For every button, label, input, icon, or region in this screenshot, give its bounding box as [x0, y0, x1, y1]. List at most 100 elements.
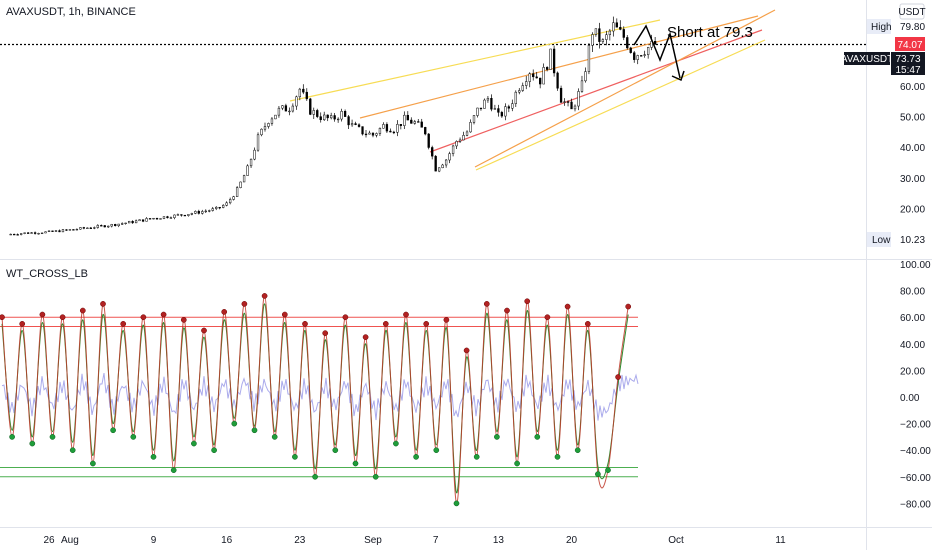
indicator-tick-label: −60.00 — [900, 473, 931, 484]
candle-body — [37, 233, 40, 235]
candle-body — [162, 216, 166, 219]
candle-body — [40, 232, 44, 235]
candle-body — [504, 106, 507, 117]
candle-body — [507, 106, 510, 109]
indicator-title: WT_CROSS_LB — [6, 268, 88, 280]
candle-body — [333, 115, 336, 120]
candle-body — [312, 110, 315, 115]
candle-body — [173, 214, 176, 218]
candle-body — [169, 217, 173, 219]
candle-body — [86, 227, 89, 229]
candle-body — [176, 214, 180, 216]
candle-body — [375, 133, 378, 136]
fib-line-upper[interactable] — [359, 15, 759, 119]
candle-body — [336, 118, 340, 121]
candle-body — [587, 45, 591, 72]
bearish-cross-dot — [241, 301, 248, 307]
candle-body — [396, 124, 399, 133]
indicator-axis[interactable]: 100.00 80.00 60.00 40.00 20.00 0.00 −20.00 −40.… — [900, 260, 931, 510]
candle-body — [284, 105, 288, 112]
candle-body — [525, 81, 528, 86]
indicator-tick-label: 0.00 — [900, 393, 920, 404]
candle-body — [594, 28, 598, 35]
candle-body — [350, 123, 354, 126]
bullish-cross-dot — [605, 467, 611, 473]
candle-body — [222, 205, 225, 208]
candle-body — [340, 111, 343, 120]
time-tick-label: 9 — [151, 535, 157, 546]
candle-body — [653, 40, 657, 45]
indicator-tick-label: −80.00 — [900, 499, 931, 510]
candle-body — [26, 232, 30, 234]
bearish-cross-dot — [423, 321, 430, 327]
candle-body — [549, 48, 552, 70]
bullish-cross-dot — [332, 447, 339, 454]
bullish-cross-dot — [393, 440, 399, 447]
price-axis[interactable]: 60.00 50.00 40.00 30.00 20.00 — [900, 82, 925, 215]
candle-body — [608, 30, 611, 35]
projection-arrowhead — [671, 70, 685, 82]
candle-body — [493, 108, 497, 110]
candle-body — [361, 126, 364, 135]
candle-body — [183, 214, 187, 217]
candle-body — [114, 224, 117, 227]
candle-body — [72, 229, 75, 231]
fib-line-mid[interactable] — [429, 29, 763, 153]
candle-body — [110, 224, 113, 227]
ticker-countdown: 15:47 — [895, 65, 920, 76]
time-tick-label: 20 — [566, 535, 578, 546]
candle-body — [204, 210, 207, 213]
indicator-tick-label: 100.00 — [900, 260, 931, 271]
bearish-cross-dot — [382, 321, 389, 327]
fib-line-bottom[interactable] — [475, 39, 766, 171]
indicator-tick-label: 60.00 — [900, 313, 925, 324]
candle-body — [274, 114, 277, 120]
candle-body — [190, 213, 193, 215]
candle-body — [626, 37, 629, 49]
bullish-cross-dot — [150, 454, 157, 460]
candle-body — [640, 55, 643, 57]
bearish-cross-dot — [221, 309, 228, 315]
bearish-cross-dot — [625, 303, 632, 310]
candle-body — [535, 76, 538, 79]
candle-body — [636, 55, 639, 60]
candle-body — [633, 52, 636, 60]
candle-body — [107, 225, 110, 228]
fib-line-lower[interactable] — [474, 9, 776, 168]
currency-label: USDT — [898, 7, 925, 18]
candle-body — [302, 88, 305, 93]
fib-channel[interactable] — [289, 9, 776, 171]
candle-body — [89, 227, 92, 229]
candle-body — [438, 167, 441, 172]
candle-body — [399, 124, 402, 126]
candle-body — [103, 225, 106, 228]
candle-body — [552, 48, 556, 74]
time-axis[interactable]: 26 Aug 9 16 23 Sep 7 13 20 Oct 11 — [43, 535, 786, 546]
candle-body — [82, 227, 86, 229]
indicator-cross-dots — [0, 293, 632, 507]
low-label: Low — [872, 235, 891, 246]
candlestick-series[interactable] — [9, 16, 657, 236]
candle-body — [13, 233, 16, 236]
time-tick-label: 26 — [43, 535, 55, 546]
candle-body — [410, 119, 413, 124]
ticker-price-badge — [891, 52, 925, 75]
candle-body — [539, 77, 542, 85]
currency-badge[interactable] — [899, 3, 925, 20]
candle-body — [96, 225, 99, 228]
candle-body — [270, 118, 274, 124]
bullish-cross-dot — [211, 447, 217, 454]
candle-body — [58, 230, 61, 233]
candle-body — [622, 29, 625, 38]
candle-body — [316, 110, 319, 117]
high-value: 79.80 — [900, 22, 925, 33]
candle-body — [298, 88, 301, 98]
candle-body — [615, 22, 618, 28]
time-tick-label: 16 — [221, 535, 233, 546]
high-label: High — [871, 22, 892, 33]
candle-body — [208, 210, 211, 212]
ticker-name-badge — [844, 52, 890, 65]
candle-body — [249, 158, 253, 167]
candle-body — [201, 211, 204, 214]
